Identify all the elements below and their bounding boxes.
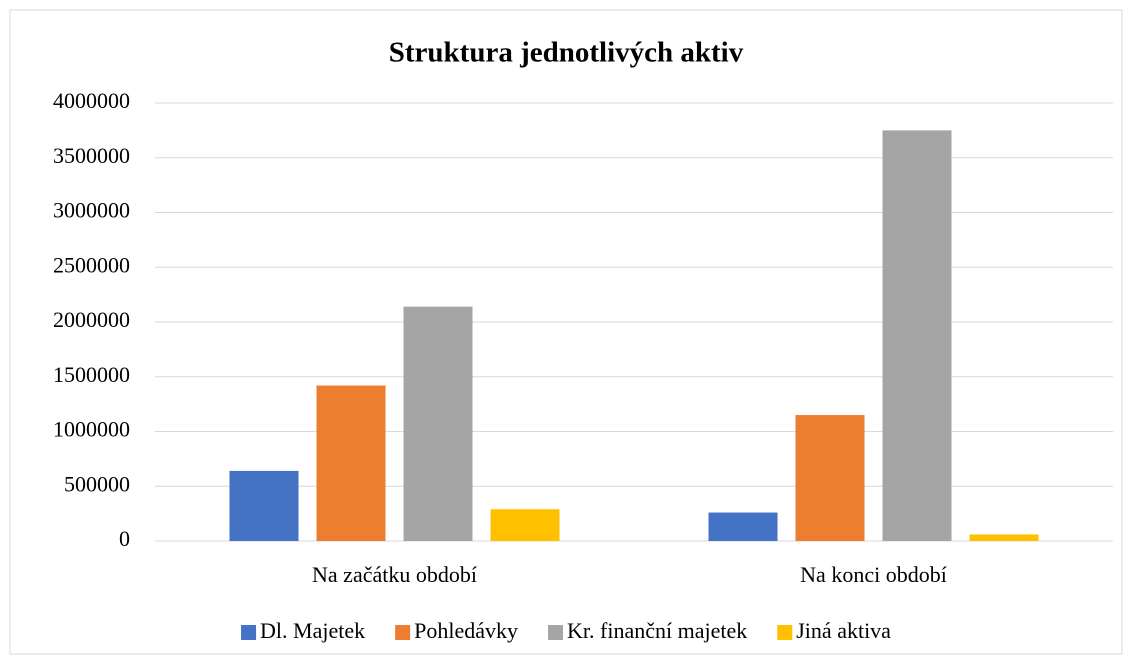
bar: [882, 130, 952, 541]
legend-label: Dl. Majetek: [260, 618, 365, 643]
legend-label: Pohledávky: [414, 618, 518, 643]
legend-swatch: [395, 625, 411, 640]
bar: [316, 385, 386, 541]
y-tick-label: 500000: [64, 471, 130, 496]
y-tick-label: 1500000: [53, 362, 130, 387]
y-tick-label: 0: [119, 526, 130, 551]
y-tick-label: 2500000: [53, 252, 130, 277]
x-tick-label: Na konci období: [800, 562, 947, 587]
y-tick-label: 3500000: [53, 143, 130, 168]
bar: [229, 470, 299, 541]
bar: [969, 534, 1039, 541]
legend-label: Jiná aktiva: [796, 618, 891, 643]
chart-title: Struktura jednotlivých aktiv: [389, 37, 744, 69]
legend-swatch: [548, 625, 564, 640]
y-tick-label: 4000000: [53, 88, 130, 113]
legend-swatch: [241, 625, 257, 640]
bar: [795, 415, 865, 541]
legend-swatch: [777, 625, 793, 640]
bar: [490, 509, 560, 541]
y-tick-label: 2000000: [53, 307, 130, 332]
legend-label: Kr. finanční majetek: [567, 618, 747, 643]
bar: [403, 306, 473, 541]
y-tick-label: 3000000: [53, 198, 130, 223]
y-tick-label: 1000000: [53, 417, 130, 442]
x-tick-label: Na začátku období: [312, 562, 477, 587]
bar: [708, 512, 778, 541]
chart-border: [9, 9, 1123, 655]
